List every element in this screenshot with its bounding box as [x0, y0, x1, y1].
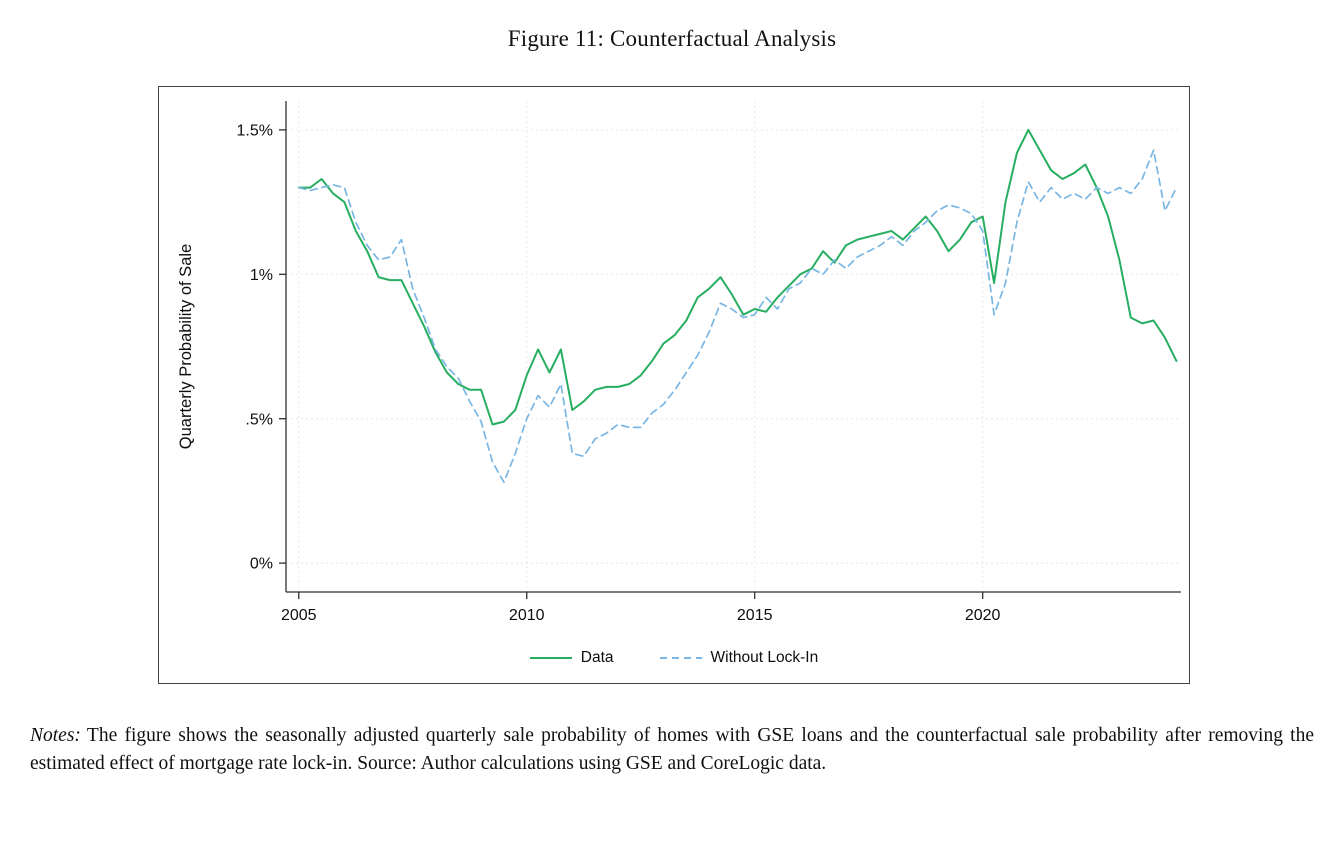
- x-tick-label: 2010: [509, 607, 545, 624]
- x-tick-label: 2020: [965, 607, 1001, 624]
- legend-label-without-lock-in: Without Lock-In: [710, 649, 819, 666]
- y-tick-label: 1.5%: [237, 122, 273, 139]
- legend-label-data: Data: [580, 649, 614, 666]
- chart-legend: Data Without Lock-In: [159, 649, 1189, 667]
- line-chart: 0% .5% 1% 1.5% 2005 2010 2015 2020 Quarterly Pro…: [177, 101, 1181, 624]
- without-lock-in-series-line: [297, 149, 1178, 484]
- legend-item-without-lock-in: Without Lock-In: [659, 649, 819, 667]
- y-tick-label: 0%: [250, 556, 273, 573]
- notes-text: The figure shows the seasonally adjusted…: [30, 725, 1314, 774]
- notes-label: Notes:: [30, 725, 81, 746]
- y-axis-title: Quarterly Probability of Sale: [177, 244, 195, 449]
- figure-title: Figure 11: Counterfactual Analysis: [507, 26, 837, 51]
- x-tick-label: 2005: [281, 607, 317, 624]
- y-tick-label: 1%: [250, 267, 273, 284]
- data-series-line-swatch: [529, 657, 572, 659]
- without-lock-in-series-line-swatch: [659, 657, 702, 659]
- chart-figure: 0% .5% 1% 1.5% 2005 2010 2015 2020 Quarterly Pro…: [158, 86, 1190, 684]
- y-tick-label: .5%: [245, 411, 273, 428]
- x-tick-label: 2015: [737, 607, 773, 624]
- data-series-line: [297, 128, 1178, 426]
- figure-notes: Notes: The figure shows the seasonally ad…: [30, 722, 1314, 777]
- legend-item-data: Data: [529, 649, 614, 667]
- page: { "figure": { "title": "Figure 11: Count…: [0, 26, 1344, 856]
